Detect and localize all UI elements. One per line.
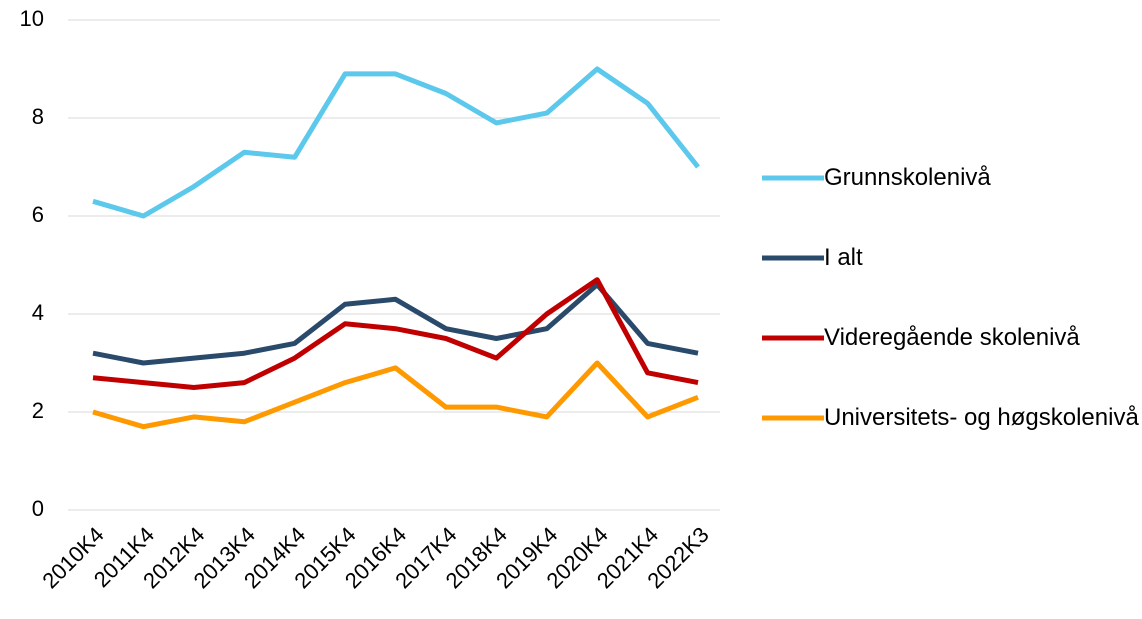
legend-label: Universitets- og høgskolenivå — [824, 404, 1139, 431]
series-line — [92, 360, 699, 430]
legend-label: Grunnskolenivå — [824, 164, 991, 191]
legend-label: Videregående skolenivå — [824, 324, 1080, 351]
series-line — [92, 66, 700, 219]
y-tick-label: 10 — [20, 6, 44, 31]
y-tick-label: 6 — [32, 202, 44, 227]
y-tick-label: 4 — [32, 300, 44, 325]
legend-label: I alt — [824, 244, 863, 271]
y-tick-label: 2 — [32, 398, 44, 423]
series-line — [92, 277, 699, 390]
y-tick-label: 0 — [32, 496, 44, 521]
y-tick-label: 8 — [32, 104, 44, 129]
